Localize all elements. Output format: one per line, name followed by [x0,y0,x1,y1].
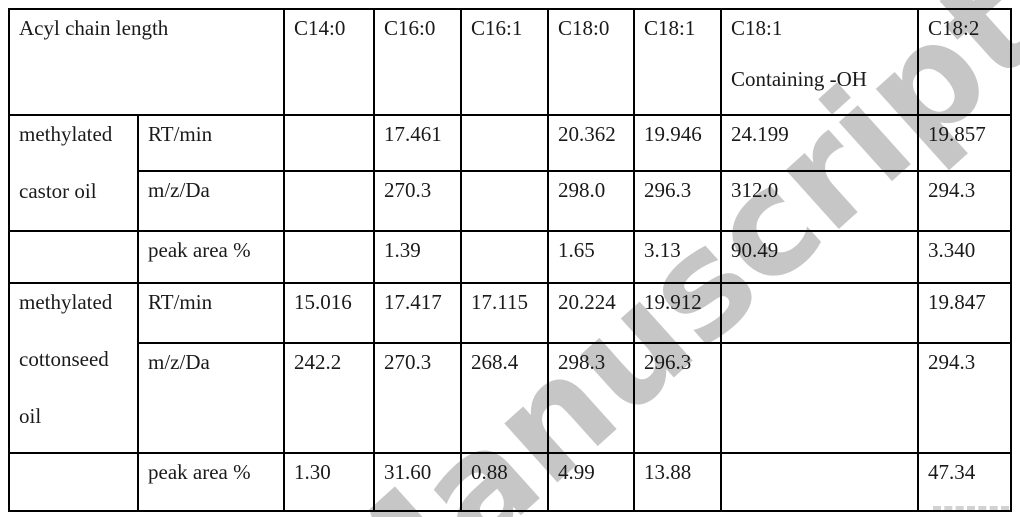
empty-cell [283,230,376,284]
empty-cell [283,170,376,232]
value-cell: 15.016 [283,282,376,344]
metric-label: RT/min [136,114,286,172]
row-group-label-cottonseed: methylated cottonseed oil [8,282,139,454]
empty-cell [720,282,920,344]
row-group-label-castor: methylated castor oil [8,114,139,232]
value-cell: 20.224 [547,282,636,344]
table-row: peak area % 1.39 1.65 3.13 90.49 3.340 [8,230,1013,284]
value-cell: 19.946 [633,114,723,172]
value-cell: 31.60 [373,452,463,512]
col-header-c16-1: C16:1 [460,8,550,116]
empty-cell [8,452,139,512]
value-cell: 13.88 [633,452,723,512]
empty-cell [460,114,550,172]
metric-label: peak area % [136,452,286,512]
empty-cell [720,342,920,454]
empty-cell [8,230,139,284]
value-cell: 47.34 [917,452,1013,512]
value-cell: 17.461 [373,114,463,172]
value-cell: 3.340 [917,230,1013,284]
value-cell: 20.362 [547,114,636,172]
value-cell: 270.3 [373,342,463,454]
value-cell: 296.3 [633,342,723,454]
value-cell: 0.88 [460,452,550,512]
col-header-c14-0: C14:0 [283,8,376,116]
header-row: Acyl chain length C14:0 C16:0 C16:1 C18:… [7,8,1013,116]
metric-label: peak area % [136,230,286,284]
value-cell: 1.65 [547,230,636,284]
empty-cell [460,170,550,232]
col-header-c16-0: C16:0 [373,8,463,116]
value-cell: 1.39 [373,230,463,284]
value-cell: 19.857 [917,114,1013,172]
table-row: methylated castor oil RT/min 17.461 20.3… [8,114,1013,232]
group-label-line: cottonseed [19,347,109,371]
value-cell: 312.0 [720,170,920,232]
table-row: m/z/Da 270.3 298.0 296.3 312.0 294.3 [9,170,1013,232]
value-cell: 4.99 [547,452,636,512]
group-label-line: methylated [19,122,113,146]
col-header-c18-2: C18:2 [917,8,1013,116]
table-row: m/z/Da 242.2 270.3 268.4 298.3 296.3 294… [9,342,1013,454]
corner-header: Acyl chain length [7,8,286,116]
value-cell: 298.0 [547,170,636,232]
value-cell: 294.3 [917,170,1013,232]
empty-cell [460,230,550,284]
metric-label: RT/min [136,282,286,344]
col-header-c18-1: C18:1 [633,8,723,116]
value-cell: 19.912 [633,282,723,344]
metric-label: m/z/Da [136,342,286,454]
col-header-c18-1-oh-line2: Containing -OH [731,67,867,91]
table-row: methylated cottonseed oil RT/min 15.016 … [8,282,1013,454]
group-label-line: oil [19,404,42,428]
value-cell: 296.3 [633,170,723,232]
value-cell: 24.199 [720,114,920,172]
faded-border-fragment [933,506,1009,510]
value-cell: 3.13 [633,230,723,284]
empty-cell [283,114,376,172]
acyl-chain-table: Acyl chain length C14:0 C16:0 C16:1 C18:… [7,8,1013,512]
value-cell: 270.3 [373,170,463,232]
metric-label: m/z/Da [136,170,286,232]
col-header-c18-0: C18:0 [547,8,636,116]
group-label-line: methylated [19,290,113,314]
value-cell: 17.417 [373,282,463,344]
col-header-c18-1-oh-line1: C18:1 [731,16,783,40]
group-label-line: castor oil [19,179,97,203]
value-cell: 294.3 [917,342,1013,454]
value-cell: 90.49 [720,230,920,284]
col-header-c18-1-oh: C18:1 Containing -OH [720,8,920,116]
value-cell: 242.2 [283,342,376,454]
empty-cell [720,452,920,512]
value-cell: 298.3 [547,342,636,454]
value-cell: 19.847 [917,282,1013,344]
value-cell: 1.30 [283,452,376,512]
table-row: peak area % 1.30 31.60 0.88 4.99 13.88 4… [8,452,1013,512]
value-cell: 17.115 [460,282,550,344]
value-cell: 268.4 [460,342,550,454]
